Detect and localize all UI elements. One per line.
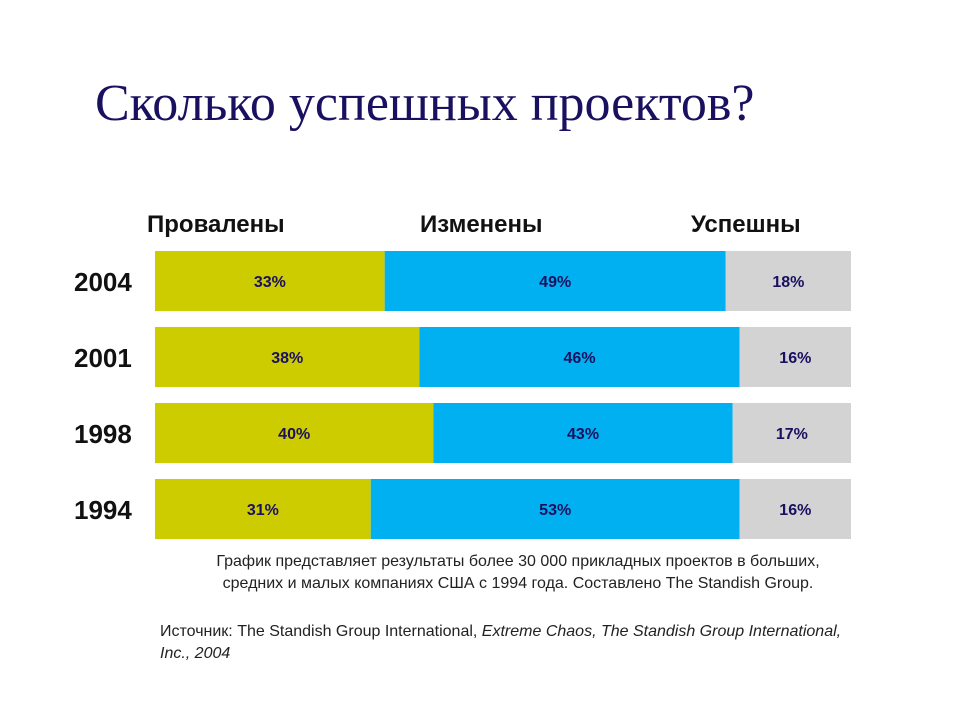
legend-failed: Провалены	[147, 211, 285, 238]
data-label-success-1994: 16%	[779, 502, 811, 519]
bar-success-1998	[732, 403, 851, 463]
source-italic: Extreme Chaos, The Standish Group Intern…	[160, 623, 842, 662]
year-label-2004: 2004	[74, 267, 132, 297]
bar-failed-1994	[155, 479, 371, 539]
data-label-changed-2004: 49%	[539, 274, 571, 291]
bar-success-1994	[739, 479, 851, 539]
data-label-failed-1994: 31%	[247, 502, 279, 519]
source-note: Источник: The Standish Group Internation…	[160, 621, 860, 665]
legend-changed: Изменены	[420, 211, 543, 238]
caption-line-1: График представляет результаты более 30 …	[216, 553, 820, 570]
data-label-failed-2001: 38%	[271, 350, 303, 367]
data-label-failed-2004: 33%	[254, 274, 286, 291]
bar-failed-2004	[155, 251, 385, 311]
year-label-2001: 2001	[74, 343, 132, 373]
source-prefix: Источник: The Standish Group Internation…	[160, 623, 482, 640]
data-label-changed-1998: 43%	[567, 426, 599, 443]
bar-changed-1998	[433, 403, 733, 463]
bar-failed-2001	[155, 327, 420, 387]
data-label-changed-2001: 46%	[564, 350, 596, 367]
bar-changed-2004	[384, 251, 726, 311]
caption-line-2: средних и малых компаниях США с 1994 год…	[222, 575, 814, 592]
data-label-success-2001: 16%	[779, 350, 811, 367]
legend-success: Успешны	[691, 211, 801, 238]
bar-changed-1994	[370, 479, 740, 539]
data-label-changed-1994: 53%	[539, 502, 571, 519]
data-label-success-2004: 18%	[772, 274, 804, 291]
bar-success-2001	[739, 327, 851, 387]
page-title: Сколько успешных проектов?	[95, 75, 755, 132]
data-label-success-1998: 17%	[776, 426, 808, 443]
bar-changed-2001	[419, 327, 740, 387]
data-label-failed-1998: 40%	[278, 426, 310, 443]
bar-failed-1998	[155, 403, 434, 463]
year-label-1998: 1998	[74, 419, 132, 449]
year-label-1994: 1994	[74, 495, 132, 525]
chart-caption: График представляет результаты более 30 …	[158, 551, 878, 595]
bar-success-2004	[725, 251, 851, 311]
